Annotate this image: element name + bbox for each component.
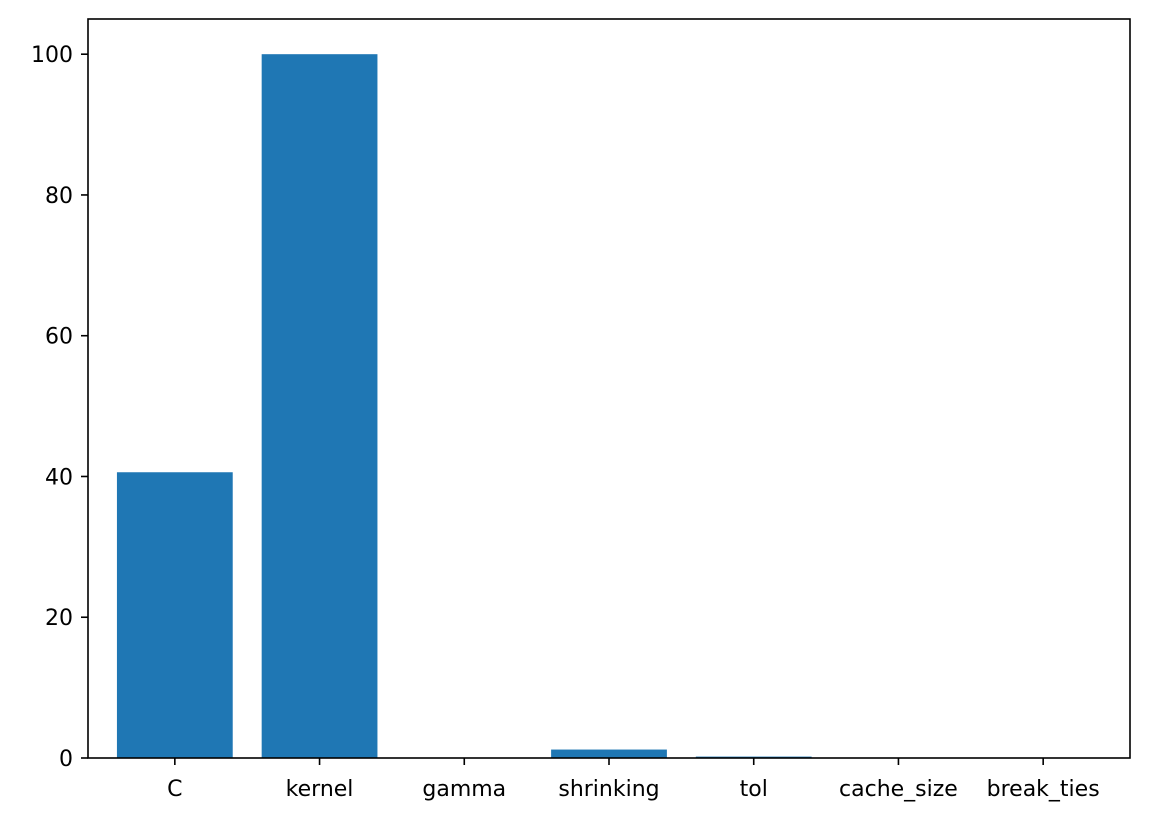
bar-C [116, 472, 233, 758]
y-tick-label: 100 [31, 43, 73, 68]
bars-layer [116, 54, 1102, 758]
x-tick-label: shrinking [558, 777, 659, 802]
y-axis: 0 20 40 60 80 100 [31, 43, 88, 772]
bar-kernel [261, 54, 378, 758]
y-tick-label: 60 [45, 325, 73, 350]
x-tick-label: break_ties [987, 777, 1100, 802]
y-tick-label: 80 [45, 184, 73, 209]
bar-shrinking [551, 749, 667, 758]
x-tick-label: gamma [422, 777, 506, 802]
x-tick-label: cache_size [839, 777, 958, 802]
plot-frame [87, 18, 1131, 759]
y-tick-label: 20 [45, 606, 73, 631]
y-tick-label: 40 [45, 465, 73, 490]
y-tick-label: 0 [59, 747, 73, 772]
x-tick-label: kernel [286, 777, 354, 802]
x-tick-label: C [167, 777, 182, 802]
x-tick-label: tol [740, 777, 768, 802]
